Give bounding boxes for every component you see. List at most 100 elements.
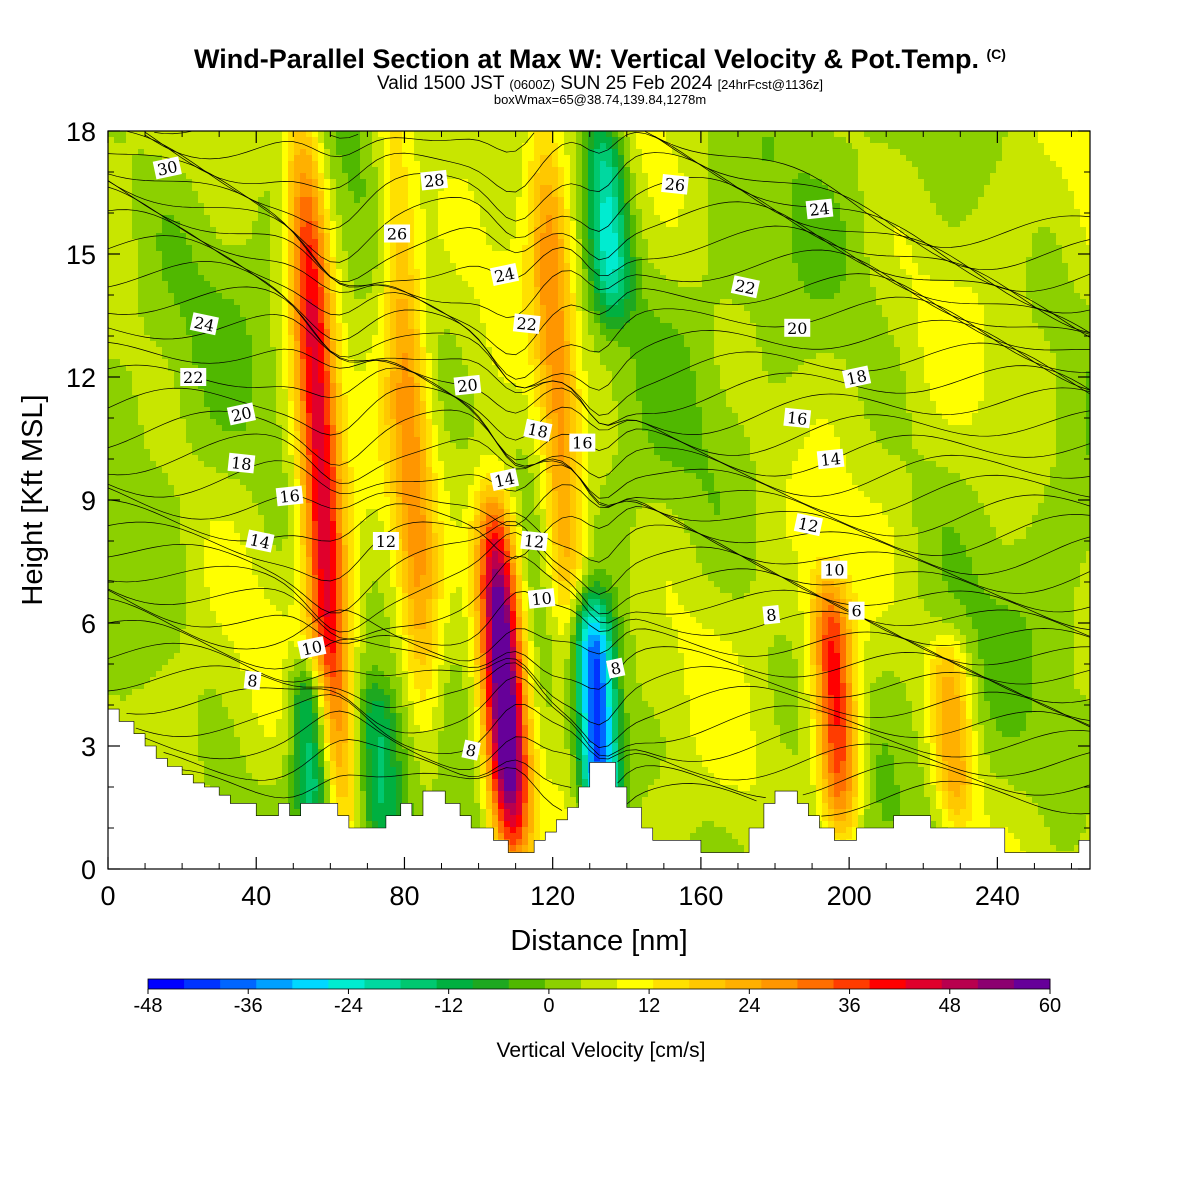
velocity-cell: [438, 275, 444, 281]
velocity-cell: [966, 137, 972, 143]
velocity-cell: [402, 161, 408, 167]
velocity-cell: [906, 161, 912, 167]
velocity-cell: [888, 287, 894, 293]
velocity-cell: [888, 215, 894, 221]
velocity-cell: [162, 197, 168, 203]
velocity-cell: [786, 137, 792, 143]
velocity-cell: [654, 239, 660, 245]
velocity-cell: [1068, 191, 1074, 197]
velocity-cell: [996, 305, 1002, 311]
velocity-cell: [210, 131, 216, 137]
velocity-cell: [660, 149, 666, 155]
velocity-cell: [576, 245, 582, 251]
velocity-cell: [474, 245, 480, 251]
velocity-cell: [378, 305, 384, 311]
velocity-cell: [342, 215, 348, 221]
velocity-cell: [114, 245, 120, 251]
velocity-cell: [1002, 131, 1008, 137]
velocity-cell: [456, 203, 462, 209]
velocity-cell: [1056, 275, 1062, 281]
velocity-cell: [1038, 275, 1044, 281]
velocity-cell: [192, 137, 198, 143]
velocity-cell: [468, 275, 474, 281]
velocity-cell: [744, 221, 750, 227]
velocity-cell: [1050, 149, 1056, 155]
velocity-cell: [906, 131, 912, 137]
velocity-cell: [456, 149, 462, 155]
velocity-cell: [1038, 161, 1044, 167]
velocity-cell: [1074, 173, 1080, 179]
velocity-cell: [198, 287, 204, 293]
velocity-cell: [870, 233, 876, 239]
velocity-cell: [612, 197, 618, 203]
velocity-cell: [462, 245, 468, 251]
velocity-cell: [714, 161, 720, 167]
velocity-cell: [900, 203, 906, 209]
velocity-cell: [924, 191, 930, 197]
velocity-cell: [606, 191, 612, 197]
velocity-cell: [624, 305, 630, 311]
velocity-cell: [666, 233, 672, 239]
velocity-cell: [546, 191, 552, 197]
velocity-cell: [1026, 173, 1032, 179]
velocity-cell: [972, 287, 978, 293]
velocity-cell: [498, 221, 504, 227]
velocity-cell: [450, 179, 456, 185]
velocity-cell: [894, 287, 900, 293]
velocity-cell: [138, 281, 144, 287]
velocity-cell: [378, 197, 384, 203]
velocity-cell: [768, 263, 774, 269]
velocity-cell: [990, 179, 996, 185]
velocity-cell: [366, 149, 372, 155]
velocity-cell: [738, 257, 744, 263]
velocity-cell: [1068, 149, 1074, 155]
velocity-cell: [240, 197, 246, 203]
velocity-cell: [456, 227, 462, 233]
velocity-cell: [228, 191, 234, 197]
velocity-cell: [738, 131, 744, 137]
velocity-cell: [882, 191, 888, 197]
velocity-cell: [372, 131, 378, 137]
velocity-cell: [864, 197, 870, 203]
velocity-cell: [786, 185, 792, 191]
velocity-cell: [156, 221, 162, 227]
velocity-cell: [966, 143, 972, 149]
velocity-cell: [870, 239, 876, 245]
velocity-cell: [252, 191, 258, 197]
velocity-cell: [312, 287, 318, 293]
velocity-cell: [354, 263, 360, 269]
velocity-cell: [354, 293, 360, 299]
velocity-cell: [714, 263, 720, 269]
velocity-cell: [1038, 149, 1044, 155]
velocity-cell: [888, 263, 894, 269]
velocity-cell: [144, 215, 150, 221]
velocity-cell: [246, 161, 252, 167]
velocity-cell: [114, 257, 120, 263]
velocity-cell: [414, 137, 420, 143]
velocity-cell: [420, 131, 426, 137]
velocity-cell: [624, 227, 630, 233]
velocity-cell: [1008, 257, 1014, 263]
velocity-cell: [936, 287, 942, 293]
velocity-cell: [594, 263, 600, 269]
velocity-cell: [846, 221, 852, 227]
velocity-cell: [870, 143, 876, 149]
velocity-cell: [1062, 203, 1068, 209]
velocity-cell: [636, 233, 642, 239]
velocity-cell: [498, 293, 504, 299]
velocity-cell: [636, 161, 642, 167]
velocity-cell: [192, 305, 198, 311]
velocity-cell: [804, 257, 810, 263]
velocity-cell: [942, 161, 948, 167]
velocity-cell: [1068, 161, 1074, 167]
velocity-cell: [300, 203, 306, 209]
velocity-cell: [1050, 137, 1056, 143]
velocity-cell: [672, 131, 678, 137]
velocity-cell: [864, 245, 870, 251]
velocity-cell: [570, 143, 576, 149]
velocity-cell: [912, 245, 918, 251]
velocity-cell: [792, 197, 798, 203]
velocity-cell: [450, 215, 456, 221]
velocity-cell: [108, 221, 114, 227]
velocity-cell: [696, 239, 702, 245]
